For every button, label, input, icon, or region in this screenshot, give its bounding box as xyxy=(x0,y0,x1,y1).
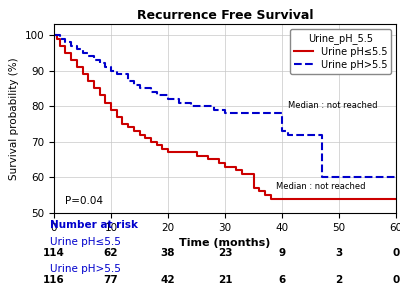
Text: 2: 2 xyxy=(335,275,343,285)
Text: Urine pH≤5.5: Urine pH≤5.5 xyxy=(50,237,121,247)
Text: 9: 9 xyxy=(278,248,286,258)
Text: 23: 23 xyxy=(218,248,232,258)
X-axis label: Time (months): Time (months) xyxy=(179,238,271,248)
Text: Median : not reached: Median : not reached xyxy=(288,101,377,110)
Text: Urine pH>5.5: Urine pH>5.5 xyxy=(50,264,121,275)
Text: 38: 38 xyxy=(161,248,175,258)
Text: 42: 42 xyxy=(161,275,175,285)
Text: 77: 77 xyxy=(104,275,118,285)
Title: Recurrence Free Survival: Recurrence Free Survival xyxy=(137,9,313,22)
Text: 114: 114 xyxy=(43,248,65,258)
Text: 62: 62 xyxy=(104,248,118,258)
Text: 6: 6 xyxy=(278,275,286,285)
Text: P=0.04: P=0.04 xyxy=(66,196,103,206)
Text: 0: 0 xyxy=(392,275,400,285)
Text: 0: 0 xyxy=(392,248,400,258)
Legend: Urine pH≤5.5, Urine pH>5.5: Urine pH≤5.5, Urine pH>5.5 xyxy=(290,29,391,74)
Text: Median : not reached: Median : not reached xyxy=(276,182,366,192)
Text: 3: 3 xyxy=(335,248,343,258)
Y-axis label: Survival probability (%): Survival probability (%) xyxy=(9,57,19,180)
Text: 116: 116 xyxy=(43,275,65,285)
Text: 21: 21 xyxy=(218,275,232,285)
Text: Number at risk: Number at risk xyxy=(50,220,138,230)
